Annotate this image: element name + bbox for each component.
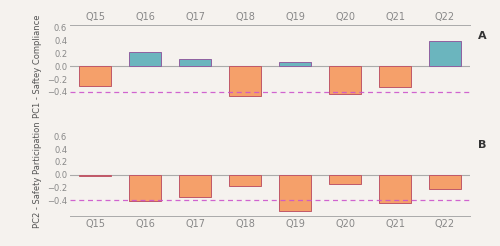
Text: B: B [478, 140, 486, 150]
Bar [429, 41, 461, 66]
Bar [79, 66, 111, 86]
Bar [329, 66, 361, 94]
Y-axis label: PC1 - Saftey Compliance: PC1 - Saftey Compliance [32, 15, 42, 118]
Bar [429, 175, 461, 189]
Bar [329, 175, 361, 184]
Bar [179, 59, 211, 66]
Bar [229, 66, 261, 96]
Bar [79, 175, 111, 176]
Bar [379, 66, 411, 88]
Y-axis label: PC2 - Safety Participation: PC2 - Safety Participation [32, 122, 42, 228]
Bar [229, 175, 261, 186]
Bar [279, 175, 311, 211]
Text: A: A [478, 31, 486, 41]
Bar [179, 175, 211, 197]
Bar [129, 52, 161, 66]
Bar [279, 62, 311, 66]
Bar [129, 175, 161, 201]
Bar [379, 175, 411, 203]
